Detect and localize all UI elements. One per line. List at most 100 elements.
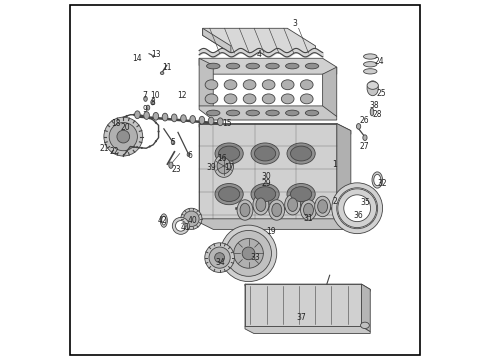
Text: 26: 26 xyxy=(360,116,369,125)
Text: 25: 25 xyxy=(376,89,386,98)
Ellipse shape xyxy=(315,196,331,217)
Ellipse shape xyxy=(199,116,205,124)
Ellipse shape xyxy=(144,96,147,101)
Ellipse shape xyxy=(300,94,313,104)
Ellipse shape xyxy=(162,113,168,121)
Ellipse shape xyxy=(160,72,164,75)
Ellipse shape xyxy=(214,154,234,177)
Ellipse shape xyxy=(287,143,315,164)
Circle shape xyxy=(117,130,130,143)
Circle shape xyxy=(234,239,263,268)
Ellipse shape xyxy=(272,203,282,217)
Text: 9: 9 xyxy=(142,105,147,114)
Ellipse shape xyxy=(144,112,149,120)
Polygon shape xyxy=(199,106,337,120)
Polygon shape xyxy=(199,219,351,229)
Circle shape xyxy=(157,130,160,132)
Ellipse shape xyxy=(237,200,253,220)
Ellipse shape xyxy=(286,110,299,116)
Text: 31: 31 xyxy=(304,214,313,223)
Text: 10: 10 xyxy=(150,91,160,100)
Ellipse shape xyxy=(288,198,297,211)
Ellipse shape xyxy=(364,62,377,67)
Ellipse shape xyxy=(187,153,190,156)
Text: 12: 12 xyxy=(177,91,186,100)
Polygon shape xyxy=(199,123,351,134)
Circle shape xyxy=(225,230,271,276)
Circle shape xyxy=(155,140,157,142)
Ellipse shape xyxy=(153,112,159,120)
Ellipse shape xyxy=(281,80,294,90)
Ellipse shape xyxy=(266,63,279,69)
Ellipse shape xyxy=(370,108,374,116)
Polygon shape xyxy=(245,284,362,327)
Ellipse shape xyxy=(215,143,243,164)
Ellipse shape xyxy=(367,81,378,96)
Text: 30: 30 xyxy=(261,172,271,181)
Ellipse shape xyxy=(243,94,256,104)
Ellipse shape xyxy=(285,194,300,215)
Polygon shape xyxy=(199,58,337,74)
Ellipse shape xyxy=(254,146,276,161)
Circle shape xyxy=(155,122,157,124)
Ellipse shape xyxy=(240,203,250,217)
Text: 2: 2 xyxy=(333,197,337,206)
Polygon shape xyxy=(362,284,370,332)
Circle shape xyxy=(126,115,128,117)
Ellipse shape xyxy=(262,94,275,104)
Text: 34: 34 xyxy=(216,258,225,267)
Ellipse shape xyxy=(172,114,177,122)
Ellipse shape xyxy=(219,187,240,202)
Ellipse shape xyxy=(219,146,240,161)
Ellipse shape xyxy=(190,116,196,123)
Text: 18: 18 xyxy=(112,119,121,128)
Circle shape xyxy=(337,188,378,229)
Circle shape xyxy=(338,189,377,228)
Text: 4: 4 xyxy=(257,50,262,59)
Circle shape xyxy=(344,195,370,222)
Text: 5: 5 xyxy=(170,139,175,148)
Text: 40: 40 xyxy=(187,216,197,225)
Text: 36: 36 xyxy=(353,211,363,220)
Ellipse shape xyxy=(262,80,275,90)
Ellipse shape xyxy=(207,63,220,69)
Ellipse shape xyxy=(205,94,218,104)
Ellipse shape xyxy=(208,117,214,125)
Text: 33: 33 xyxy=(251,253,261,262)
Ellipse shape xyxy=(207,110,220,116)
Ellipse shape xyxy=(374,174,381,186)
Polygon shape xyxy=(337,123,351,226)
Ellipse shape xyxy=(162,216,166,225)
Circle shape xyxy=(148,145,151,148)
Text: 23: 23 xyxy=(172,165,181,174)
Ellipse shape xyxy=(226,110,240,116)
Text: 29: 29 xyxy=(261,179,271,188)
Polygon shape xyxy=(199,123,337,219)
Text: 15: 15 xyxy=(222,119,232,128)
Polygon shape xyxy=(245,284,254,330)
Circle shape xyxy=(184,211,199,226)
Ellipse shape xyxy=(226,63,240,69)
Ellipse shape xyxy=(215,184,243,205)
Ellipse shape xyxy=(251,184,279,205)
Text: 8: 8 xyxy=(151,98,156,107)
Ellipse shape xyxy=(246,110,260,116)
Text: 28: 28 xyxy=(372,110,382,119)
Ellipse shape xyxy=(357,123,361,129)
Polygon shape xyxy=(245,327,370,333)
Ellipse shape xyxy=(286,63,299,69)
Text: 37: 37 xyxy=(296,313,306,322)
Ellipse shape xyxy=(305,63,318,69)
Polygon shape xyxy=(322,67,337,117)
Circle shape xyxy=(104,117,143,156)
Circle shape xyxy=(181,208,202,229)
Ellipse shape xyxy=(364,54,377,59)
Text: 22: 22 xyxy=(110,147,119,156)
Ellipse shape xyxy=(291,146,312,161)
Text: 32: 32 xyxy=(378,179,388,188)
Ellipse shape xyxy=(372,172,383,188)
Ellipse shape xyxy=(269,200,285,220)
Ellipse shape xyxy=(172,140,174,144)
Ellipse shape xyxy=(364,69,377,74)
Circle shape xyxy=(172,217,189,234)
